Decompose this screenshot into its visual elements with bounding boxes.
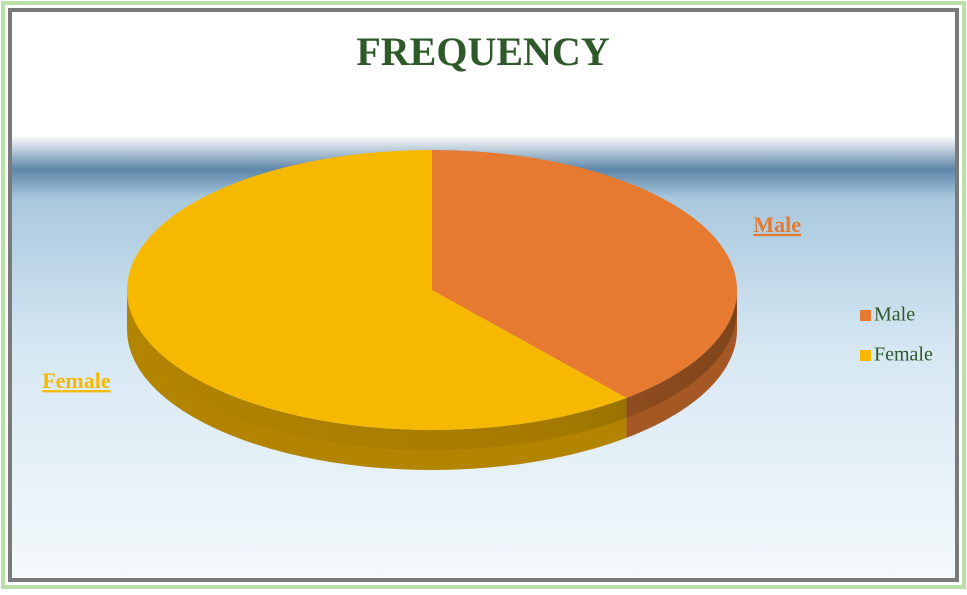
- page: FREQUENCY MaleFemale MaleFemale (() => {…: [0, 0, 967, 590]
- data-label: Female: [42, 368, 111, 393]
- legend-label: Female: [874, 344, 933, 366]
- data-label: Male: [753, 212, 801, 237]
- legend-swatch: [860, 350, 871, 361]
- chart: FREQUENCY Male Female Male Female: [0, 0, 967, 590]
- chart-title: FREQUENCY: [356, 29, 609, 74]
- legend-swatch: [860, 310, 871, 321]
- legend-label: Male: [874, 304, 915, 326]
